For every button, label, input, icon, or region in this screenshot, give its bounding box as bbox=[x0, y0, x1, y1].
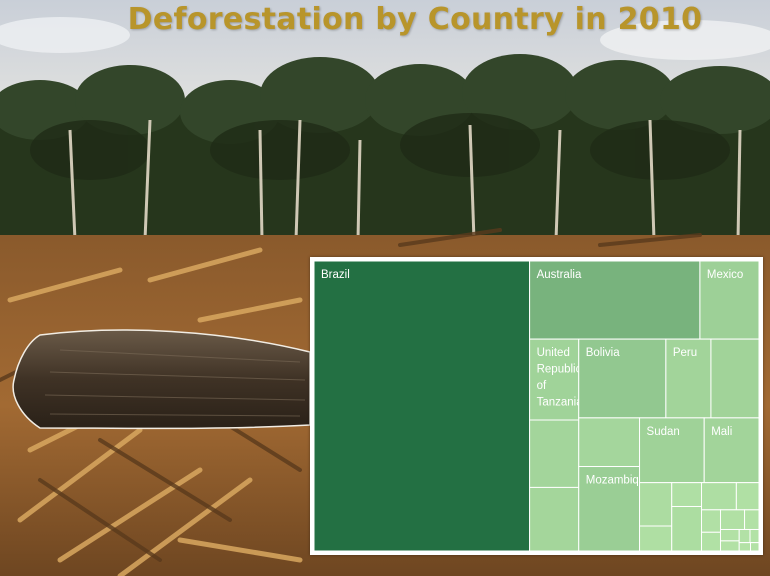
treemap-tile[interactable] bbox=[578, 338, 667, 419]
treemap-tile[interactable] bbox=[639, 417, 705, 484]
treemap-tile[interactable] bbox=[701, 482, 737, 511]
treemap-tile[interactable] bbox=[744, 509, 760, 530]
treemap-tile-label: Sudan bbox=[647, 426, 680, 438]
treemap-tile[interactable] bbox=[529, 260, 701, 340]
treemap-tile[interactable] bbox=[313, 260, 531, 552]
treemap-tile-label: Mexico bbox=[707, 269, 743, 281]
treemap-tile[interactable] bbox=[749, 528, 760, 544]
treemap-tile[interactable] bbox=[701, 509, 721, 533]
treemap-chart: Brazil Australia Mexico United Republic of Tan… bbox=[313, 260, 760, 552]
treemap-tile[interactable] bbox=[699, 260, 760, 340]
treemap-tile-label: United Republic of Tanzania bbox=[537, 347, 584, 409]
treemap-panel: Brazil Australia Mexico United Republic of Tan… bbox=[310, 257, 763, 555]
treemap-tile[interactable] bbox=[719, 509, 746, 530]
treemap-tile[interactable] bbox=[719, 528, 740, 542]
treemap-tile[interactable] bbox=[639, 482, 673, 527]
treemap-tile[interactable] bbox=[738, 542, 752, 552]
treemap-tile[interactable] bbox=[529, 338, 580, 421]
treemap-tile-label: Peru bbox=[673, 347, 697, 359]
treemap-tile[interactable] bbox=[529, 419, 580, 488]
treemap-tile[interactable] bbox=[671, 482, 703, 507]
treemap-tile[interactable] bbox=[735, 482, 760, 511]
treemap-tile[interactable] bbox=[701, 531, 721, 552]
treemap-tile-label: Mali bbox=[711, 426, 732, 438]
treemap-tile[interactable] bbox=[639, 525, 673, 552]
chart-title: Deforestation by Country in 2010 bbox=[127, 2, 703, 37]
treemap-tile-label: Bolivia bbox=[586, 347, 620, 359]
treemap-tile[interactable] bbox=[710, 338, 760, 419]
treemap-tile[interactable] bbox=[671, 505, 703, 552]
treemap-tile[interactable] bbox=[578, 466, 641, 552]
treemap-tile[interactable] bbox=[703, 417, 760, 484]
treemap-tile-label: Mozambique bbox=[586, 475, 652, 487]
treemap-tile-label: Brazil bbox=[321, 269, 350, 281]
treemap-tile[interactable] bbox=[665, 338, 712, 419]
treemap-tile[interactable] bbox=[750, 542, 760, 552]
treemap-tile[interactable] bbox=[529, 486, 580, 552]
treemap-tile-label: Australia bbox=[537, 269, 582, 281]
treemap-tile[interactable] bbox=[719, 540, 740, 552]
treemap-tile[interactable] bbox=[738, 528, 751, 544]
treemap-tile[interactable] bbox=[578, 417, 641, 468]
